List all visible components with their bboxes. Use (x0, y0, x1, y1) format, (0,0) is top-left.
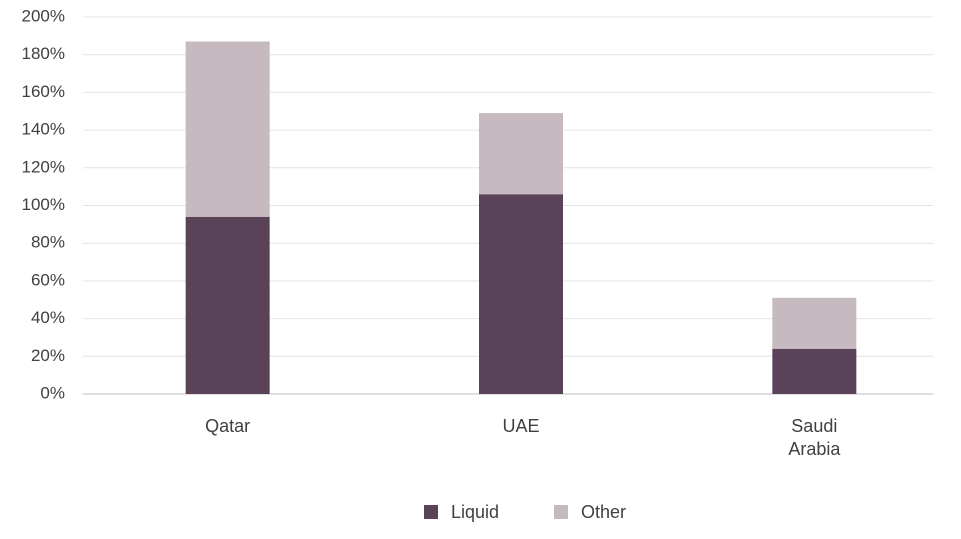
y-tick-label: 40% (31, 308, 65, 327)
y-tick-label: 140% (22, 120, 65, 139)
y-tick-label: 20% (31, 346, 65, 365)
x-tick-label: UAE (502, 416, 540, 436)
y-tick-label: 0% (40, 383, 65, 402)
bar-segment (479, 194, 563, 394)
y-tick-label: 100% (22, 195, 65, 214)
x-tick-label: Saudi Arabia (788, 416, 841, 459)
bar-segment (772, 297, 857, 349)
legend-label: Other (581, 502, 626, 522)
legend-swatch (424, 505, 438, 519)
y-tick-label: 60% (31, 270, 65, 289)
bar-segment (185, 216, 270, 394)
y-tick-label: 180% (22, 44, 65, 63)
legend-swatch (554, 505, 568, 519)
y-tick-label: 160% (22, 82, 65, 101)
y-tick-label: 200% (22, 6, 65, 25)
x-tick-label: Qatar (205, 416, 251, 436)
y-tick-label: 120% (22, 157, 65, 176)
y-tick-label: 80% (31, 233, 65, 252)
bar-segment (185, 41, 270, 217)
bar-segment (772, 348, 857, 394)
legend-label: Liquid (451, 502, 499, 522)
bar-segment (479, 113, 563, 195)
